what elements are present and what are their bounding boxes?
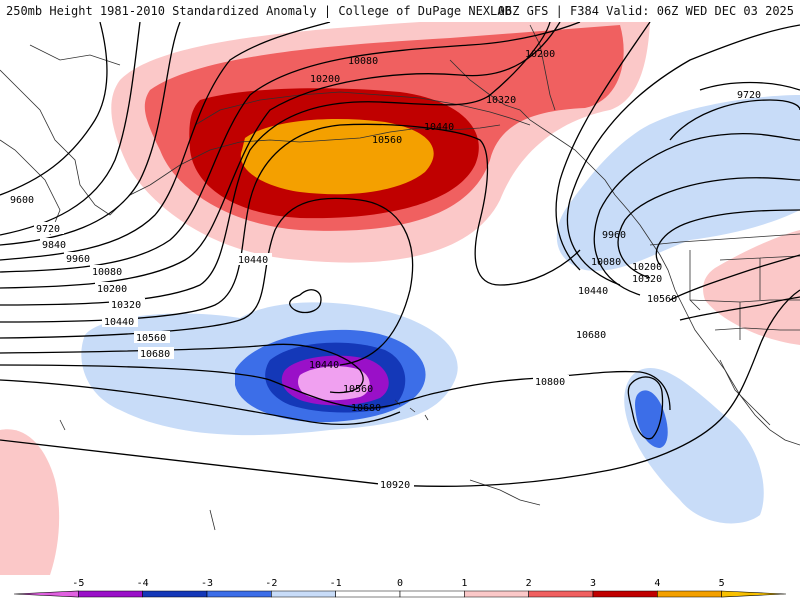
colorbar-tick-label: 2: [526, 578, 532, 589]
contour-label: 10920: [380, 480, 410, 491]
colorbar-segment: [78, 590, 143, 598]
colorbar-segment: [592, 590, 658, 598]
colorbar-tick-label: 5: [719, 578, 725, 589]
map-title: 250mb Height 1981-2010 Standardized Anom…: [6, 4, 512, 18]
colorbar-segment: [528, 590, 594, 598]
colorbar-segment: [13, 590, 79, 598]
color-scale-legend: -5 -4 -3 -2 -1 0 1 2 3 4 5: [0, 575, 800, 600]
colorbar-segment: [464, 590, 529, 598]
negative-anomaly-subtropical: [624, 368, 764, 524]
contour-label: 10680: [140, 349, 170, 360]
contour-label: 10560: [136, 333, 166, 344]
color-scale-bar: -5 -4 -3 -2 -1 0 1 2 3 4 5: [13, 578, 787, 598]
contour-label: 10560: [372, 135, 402, 146]
colorbar-tick-label: 4: [654, 578, 660, 589]
map-header: 250mb Height 1981-2010 Standardized Anom…: [0, 0, 800, 22]
height-contours: [0, 21, 800, 487]
contour-label: 9600: [10, 195, 34, 206]
colorbar-tick-label: -4: [137, 578, 149, 589]
contour-label: 10200: [525, 49, 555, 60]
contour-labels: 9600 9720 9840 9960 10080 10200 10320 10…: [8, 49, 761, 491]
contour-label: 9720: [36, 224, 60, 235]
contour-label: 9960: [602, 230, 626, 241]
contour-label: 10320: [486, 95, 516, 106]
colorbar-tick-label: -5: [72, 578, 84, 589]
coastlines-and-borders: [0, 24, 800, 531]
colorbar-segment: [721, 590, 787, 598]
colorbar-segment: [657, 590, 722, 598]
contour-label: 10440: [424, 122, 454, 133]
contour-label: 10440: [104, 317, 134, 328]
contour-label: 10440: [578, 286, 608, 297]
height-anomaly-map: 9600 9720 9840 9960 10080 10200 10320 10…: [0, 21, 800, 575]
colorbar-tick-label: -1: [330, 578, 342, 589]
contour-label: 10200: [632, 262, 662, 273]
contour-label: 10560: [647, 294, 677, 305]
contour-label: 10080: [92, 267, 122, 278]
contour-label: 10320: [632, 274, 662, 285]
colorbar-tick-label: 3: [590, 578, 596, 589]
colorbar-segment: [142, 590, 208, 598]
contour-label: 10680: [351, 403, 381, 414]
negative-anomaly-gulf-alaska: [556, 95, 800, 271]
colorbar-segment: [399, 590, 465, 598]
colorbar-tick-label: -2: [265, 578, 277, 589]
contour-label: 10080: [348, 56, 378, 67]
negative-anomaly-central-pacific: [81, 302, 458, 436]
contour-label: 9960: [66, 254, 90, 265]
contour-label: 10200: [97, 284, 127, 295]
contour-label: 10080: [591, 257, 621, 268]
contour-label: 9840: [42, 240, 66, 251]
colorbar-tick-label: 0: [397, 578, 403, 589]
positive-anomaly-southwest-corner: [0, 429, 60, 575]
contour-label: 10200: [310, 74, 340, 85]
colorbar-segment: [271, 590, 336, 598]
colorbar-segment: [335, 590, 401, 598]
contour-label: 9720: [737, 90, 761, 101]
contour-label: 10440: [238, 255, 268, 266]
model-run-info: 06Z GFS | F384 Valid: 06Z WED DEC 03 202…: [497, 4, 794, 18]
contour-label: 10560: [343, 384, 373, 395]
contour-label: 10320: [111, 300, 141, 311]
contour-label: 10800: [535, 377, 565, 388]
contour-label: 10680: [576, 330, 606, 341]
colorbar-tick-label: -3: [201, 578, 213, 589]
colorbar-tick-label: 1: [461, 578, 467, 589]
colorbar-segment: [206, 590, 272, 598]
contour-label: 10440: [309, 360, 339, 371]
